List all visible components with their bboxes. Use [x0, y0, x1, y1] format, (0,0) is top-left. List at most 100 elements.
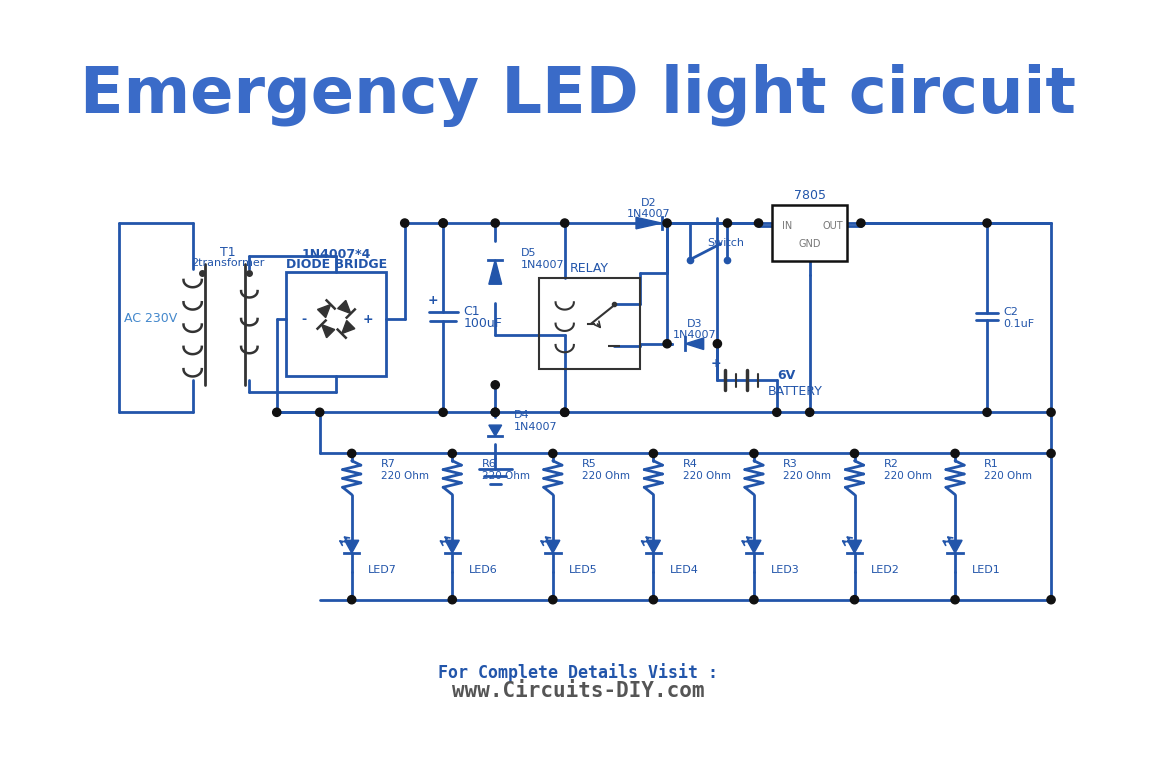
Text: C2: C2: [1003, 307, 1018, 317]
Text: LED1: LED1: [972, 565, 1001, 575]
Circle shape: [1047, 449, 1055, 458]
Circle shape: [548, 449, 557, 458]
Bar: [772, 205, 847, 262]
Circle shape: [773, 408, 781, 416]
Text: 1N4007: 1N4007: [514, 422, 558, 432]
Polygon shape: [317, 304, 331, 318]
Circle shape: [850, 449, 858, 458]
Polygon shape: [636, 217, 662, 229]
Circle shape: [750, 596, 758, 604]
Polygon shape: [489, 425, 502, 436]
Text: 220 Ohm: 220 Ohm: [884, 471, 931, 481]
Circle shape: [439, 219, 448, 227]
Circle shape: [347, 596, 356, 604]
Polygon shape: [322, 324, 334, 337]
Polygon shape: [948, 540, 963, 553]
Text: For Complete Details Visit :: For Complete Details Visit :: [439, 663, 718, 683]
Text: D5: D5: [521, 249, 537, 258]
Text: D4: D4: [514, 410, 529, 420]
Text: 220 Ohm: 220 Ohm: [481, 471, 530, 481]
Polygon shape: [445, 540, 459, 553]
Text: D2: D2: [641, 198, 657, 208]
Circle shape: [723, 219, 731, 227]
Text: 1N4007: 1N4007: [627, 209, 671, 219]
Circle shape: [439, 408, 448, 416]
Text: IN: IN: [782, 221, 793, 231]
Circle shape: [347, 449, 356, 458]
Text: R7: R7: [381, 459, 396, 469]
Text: R3: R3: [783, 459, 798, 469]
Polygon shape: [685, 338, 703, 350]
Text: +: +: [363, 312, 374, 325]
Circle shape: [491, 219, 500, 227]
Text: 100uF: 100uF: [463, 317, 502, 330]
Text: 220 Ohm: 220 Ohm: [985, 471, 1032, 481]
Bar: [539, 278, 640, 370]
Text: LED7: LED7: [368, 565, 397, 575]
Circle shape: [439, 219, 448, 227]
Text: LED6: LED6: [469, 565, 498, 575]
Bar: [286, 272, 386, 376]
Polygon shape: [345, 540, 359, 553]
Text: 220 Ohm: 220 Ohm: [683, 471, 730, 481]
Text: GND: GND: [798, 239, 821, 249]
Polygon shape: [847, 540, 862, 553]
Circle shape: [649, 449, 657, 458]
Text: R6: R6: [481, 459, 496, 469]
Circle shape: [750, 449, 758, 458]
Text: -: -: [302, 312, 307, 325]
Text: DIODE BRIDGE: DIODE BRIDGE: [286, 258, 386, 271]
Polygon shape: [647, 540, 661, 553]
Text: BATTERY: BATTERY: [767, 385, 823, 398]
Circle shape: [491, 408, 500, 416]
Circle shape: [663, 219, 671, 227]
Circle shape: [951, 449, 959, 458]
Text: www.Circuits-DIY.com: www.Circuits-DIY.com: [452, 681, 705, 701]
Text: RELAY: RELAY: [570, 262, 609, 275]
Text: 6V: 6V: [776, 369, 795, 382]
Circle shape: [857, 219, 865, 227]
Text: +: +: [710, 357, 721, 370]
Circle shape: [491, 408, 500, 416]
Text: 220 Ohm: 220 Ohm: [582, 471, 631, 481]
Text: D3: D3: [687, 318, 702, 328]
Text: Switch: Switch: [707, 239, 744, 249]
Circle shape: [561, 219, 569, 227]
Circle shape: [273, 408, 281, 416]
Text: R4: R4: [683, 459, 698, 469]
Text: 7805: 7805: [794, 189, 826, 202]
Text: 0.1uF: 0.1uF: [1003, 318, 1034, 328]
Circle shape: [754, 219, 762, 227]
Text: 1N4007*4: 1N4007*4: [302, 248, 371, 261]
Circle shape: [663, 340, 671, 348]
Circle shape: [1047, 408, 1055, 416]
Circle shape: [951, 596, 959, 604]
Polygon shape: [747, 540, 761, 553]
Text: LED2: LED2: [871, 565, 900, 575]
Text: 220 Ohm: 220 Ohm: [381, 471, 429, 481]
Circle shape: [649, 596, 657, 604]
Text: LED4: LED4: [670, 565, 699, 575]
Polygon shape: [338, 301, 351, 314]
Circle shape: [983, 219, 992, 227]
Text: 1N4007: 1N4007: [521, 260, 565, 270]
Text: OUT: OUT: [823, 221, 843, 231]
Text: 2transformer: 2transformer: [192, 258, 265, 268]
Text: R5: R5: [582, 459, 597, 469]
Text: 1N4007: 1N4007: [672, 330, 716, 340]
Circle shape: [561, 408, 569, 416]
Text: Emergency LED light circuit: Emergency LED light circuit: [81, 64, 1076, 127]
Text: LED3: LED3: [771, 565, 799, 575]
Polygon shape: [489, 260, 502, 285]
Circle shape: [316, 408, 324, 416]
Text: R2: R2: [884, 459, 899, 469]
Circle shape: [983, 408, 992, 416]
Text: 220 Ohm: 220 Ohm: [783, 471, 831, 481]
Circle shape: [713, 340, 722, 348]
Circle shape: [548, 596, 557, 604]
Text: LED5: LED5: [569, 565, 598, 575]
Polygon shape: [341, 321, 355, 334]
Polygon shape: [546, 540, 560, 553]
Circle shape: [400, 219, 408, 227]
Text: C1: C1: [463, 305, 480, 318]
